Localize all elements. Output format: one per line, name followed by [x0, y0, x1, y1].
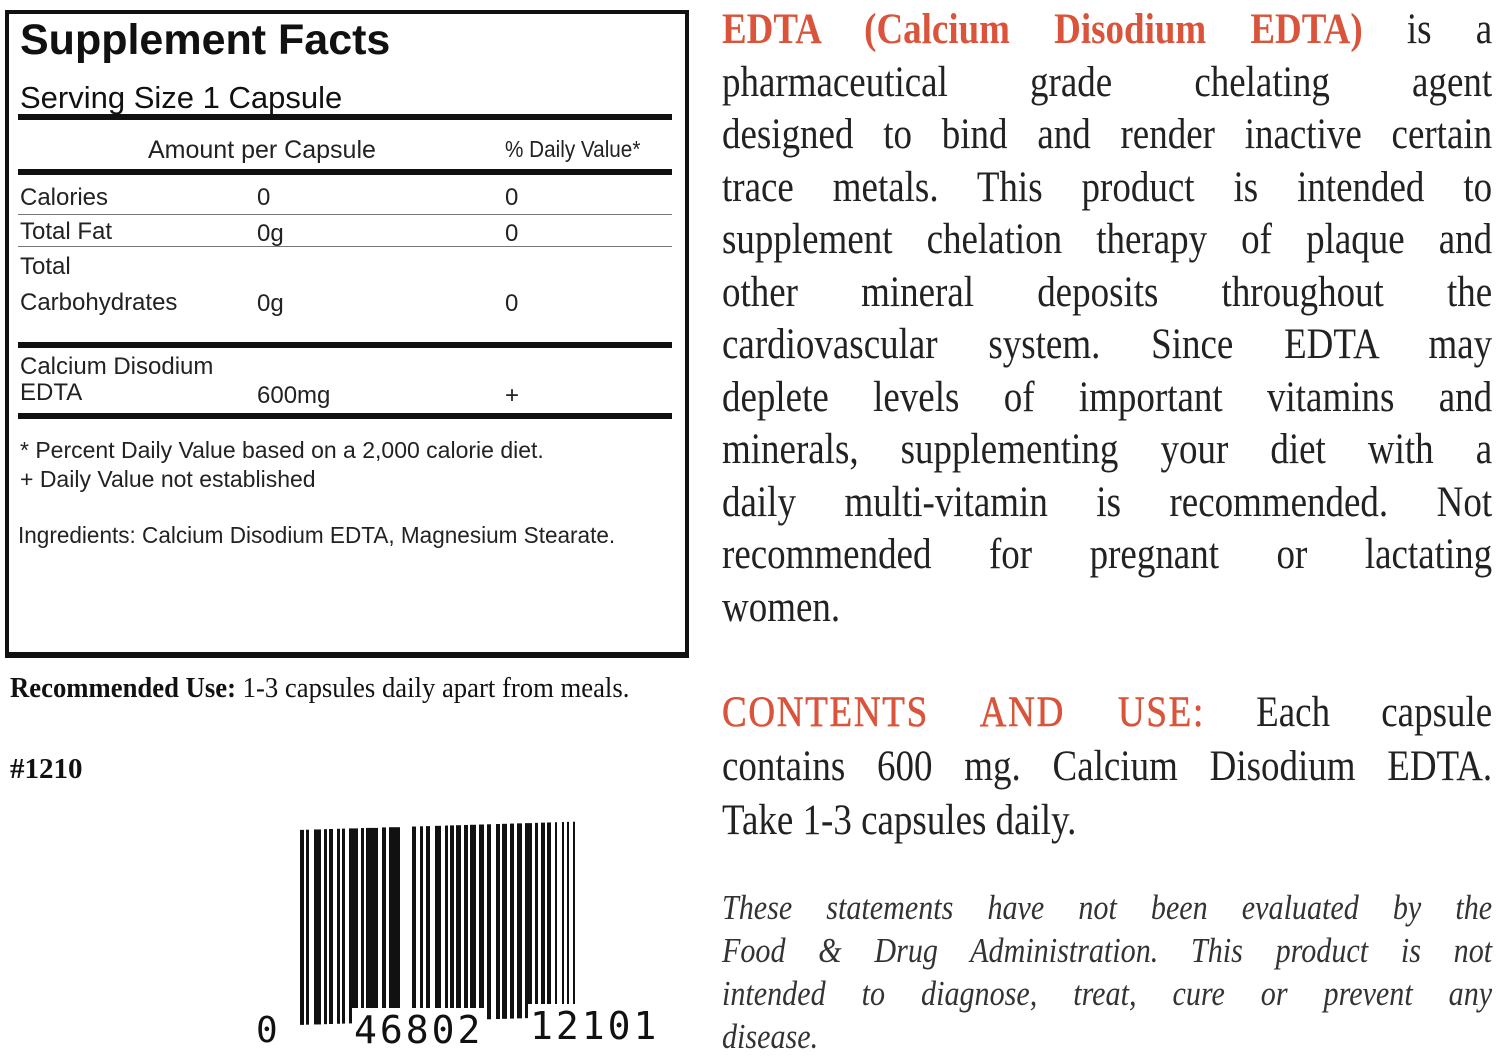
recommended-use-text: 1-3 capsules daily apart from meals. — [235, 672, 630, 704]
nutrient-name-line1: Calcium Disodium — [20, 353, 214, 380]
barcode-bar — [479, 824, 484, 1020]
nutrient-name: Total Fat — [20, 218, 113, 245]
barcode-bar — [450, 825, 454, 1021]
barcode-bar — [496, 824, 500, 1019]
barcode-bar — [420, 826, 423, 1022]
barcode-bar — [573, 821, 575, 1017]
nutrient-dv: 0 — [505, 220, 519, 247]
barcode-bar — [389, 827, 400, 1023]
barcode-bar — [456, 825, 461, 1021]
disclaimer-line: Food & Drug Administration. This product… — [722, 931, 1493, 970]
barcode-bar — [329, 829, 333, 1025]
description-line: designed to bind and render inactive cer… — [722, 111, 1493, 158]
barcode-bar — [306, 829, 309, 1025]
barcode-bar — [337, 828, 340, 1024]
footnote-not-established: + Daily Value not established — [20, 466, 316, 492]
contents-line: contains 600 mg. Calcium Disodium EDTA. — [722, 743, 1493, 790]
nutrient-amount: 600mg — [257, 382, 331, 409]
divider — [18, 413, 672, 419]
divider — [18, 214, 672, 215]
description-line: pharmaceutical grade chelating agent — [722, 58, 1493, 106]
divider — [18, 169, 672, 175]
nutrient-name-line2: Carbohydrates — [20, 289, 178, 316]
product-number: #1210 — [10, 753, 83, 785]
disclaimer-line: disease. — [722, 1017, 819, 1056]
serving-size: Serving Size 1 Capsule — [20, 80, 343, 115]
barcode-bar — [547, 822, 551, 1018]
barcode-bar — [300, 829, 304, 1025]
footnote-daily-value: * Percent Daily Value based on a 2,000 c… — [20, 437, 544, 463]
nutrient-dv: 0 — [505, 184, 519, 211]
nutrient-name-line1: Total — [20, 253, 71, 280]
disclaimer-line: These statements have not been evaluated… — [722, 888, 1493, 927]
barcode-bars — [300, 821, 575, 1025]
facts-title: Supplement Facts — [20, 16, 391, 64]
contents-and-use: CONTENTS AND USE: Each capsule contains … — [722, 686, 1494, 848]
recommended-use: Recommended Use: 1-3 capsules daily apar… — [10, 672, 629, 705]
barcode — [296, 818, 692, 1028]
barcode-bar — [567, 821, 569, 1017]
barcode-bar — [435, 825, 441, 1021]
description-line: minerals, supplementing your diet with a — [722, 426, 1493, 473]
barcode-digits-left: 46802 — [352, 1008, 486, 1052]
ingredients: Ingredients: Calcium Disodium EDTA, Magn… — [18, 522, 616, 548]
barcode-bar — [361, 828, 364, 1024]
barcode-bar — [517, 823, 522, 1019]
barcode-bar — [445, 825, 448, 1021]
nutrient-amount: 0g — [257, 290, 284, 317]
divider — [18, 114, 672, 120]
nutrient-name: Calories — [20, 184, 109, 211]
disclaimer-line: intended to diagnose, treat, cure or pre… — [722, 974, 1493, 1013]
description-line: other mineral deposits throughout the — [722, 268, 1493, 316]
barcode-bar — [510, 823, 514, 1019]
barcode-bar — [349, 828, 358, 1024]
barcode-bar — [541, 822, 545, 1018]
fda-disclaimer: These statements have not been evaluated… — [722, 886, 1494, 1058]
description-line: women. — [722, 583, 841, 631]
barcode-bar — [525, 823, 532, 1019]
barcode-bar — [464, 824, 468, 1020]
barcode-bar — [502, 823, 507, 1019]
supplement-facts-panel — [5, 10, 689, 658]
column-header-amount: Amount per Capsule — [148, 136, 376, 164]
barcode-bar — [314, 829, 321, 1025]
nutrient-dv: 0 — [505, 290, 519, 317]
description-line: cardiovascular system. Since EDTA may — [722, 321, 1493, 368]
barcode-bar — [426, 826, 430, 1022]
barcode-bar — [470, 824, 476, 1020]
nutrient-amount: 0 — [257, 184, 271, 211]
barcode-bar — [487, 824, 491, 1020]
barcode-bar — [562, 822, 564, 1018]
description-line: EDTA (Calcium Disodium EDTA) is a — [722, 6, 1493, 53]
barcode-bar — [382, 827, 386, 1023]
description-highlight: EDTA (Calcium Disodium EDTA) — [722, 6, 1363, 53]
contents-line: CONTENTS AND USE: Each capsule — [722, 689, 1493, 737]
barcode-bar — [555, 822, 557, 1018]
contents-heading: CONTENTS AND USE: — [722, 689, 1205, 737]
divider — [18, 342, 672, 348]
description-line: trace metals. This product is intended t… — [722, 163, 1493, 211]
nutrient-amount: 0g — [257, 220, 284, 247]
barcode-digits-right: 12101 — [528, 1004, 662, 1048]
barcode-bar — [412, 826, 416, 1022]
barcode-bar — [324, 829, 327, 1025]
column-header-daily-value: % Daily Value* — [505, 136, 641, 162]
description-line: daily multi-vitamin is recommended. Not — [722, 478, 1493, 526]
description-line: recommended for pregnant or lactating — [722, 531, 1493, 578]
barcode-bar — [342, 828, 345, 1024]
description-line: deplete levels of important vitamins and — [722, 373, 1493, 421]
recommended-use-label: Recommended Use: — [10, 672, 236, 704]
barcode-bar — [535, 822, 538, 1018]
product-description: EDTA (Calcium Disodium EDTA) is a pharma… — [722, 4, 1494, 634]
contents-line: Take 1-3 capsules daily. — [722, 797, 1077, 844]
description-line: supplement chelation therapy of plaque a… — [722, 216, 1493, 263]
nutrient-dv: + — [505, 382, 520, 409]
divider — [18, 246, 672, 247]
nutrient-name-line2: EDTA — [20, 379, 83, 406]
barcode-digit-first: 0 — [256, 1010, 278, 1051]
barcode-bar — [366, 827, 378, 1023]
